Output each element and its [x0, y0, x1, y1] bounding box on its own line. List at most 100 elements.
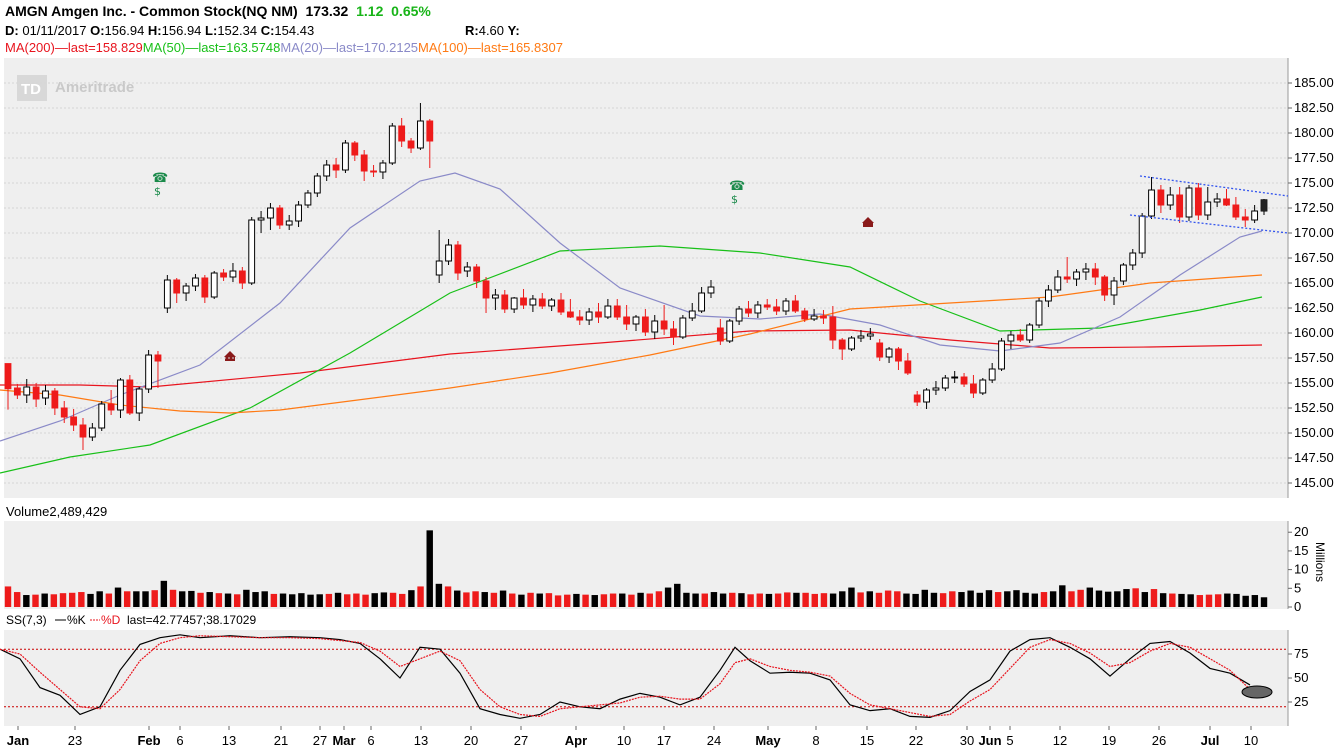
candle[interactable] — [220, 269, 227, 281]
candle[interactable] — [510, 297, 518, 313]
candle[interactable] — [70, 409, 78, 431]
candle[interactable] — [857, 330, 865, 342]
candle[interactable] — [1016, 329, 1024, 342]
candle[interactable] — [1223, 189, 1230, 206]
candle[interactable] — [716, 319, 724, 345]
candle[interactable] — [773, 299, 781, 315]
candle[interactable] — [848, 336, 855, 351]
candle[interactable] — [417, 103, 424, 150]
candle[interactable] — [323, 160, 331, 181]
candle[interactable] — [107, 390, 115, 415]
candle[interactable] — [951, 371, 959, 383]
candle[interactable] — [895, 347, 902, 370]
candle[interactable] — [726, 319, 734, 343]
candle[interactable] — [866, 328, 874, 340]
candle[interactable] — [932, 381, 940, 395]
candle[interactable] — [801, 308, 809, 322]
candle[interactable] — [641, 309, 649, 336]
candle[interactable] — [342, 140, 349, 173]
candle[interactable] — [623, 305, 631, 330]
candle[interactable] — [201, 275, 209, 303]
candle[interactable] — [1138, 213, 1146, 258]
candle[interactable] — [192, 274, 199, 291]
candle[interactable] — [13, 384, 21, 399]
candle[interactable] — [566, 299, 574, 318]
candle[interactable] — [1119, 263, 1127, 285]
candle[interactable] — [1110, 277, 1118, 305]
candle[interactable] — [754, 301, 762, 318]
candle[interactable] — [360, 150, 368, 181]
candle[interactable] — [529, 295, 537, 312]
candle[interactable] — [763, 299, 771, 310]
candle[interactable] — [960, 373, 968, 387]
candle[interactable] — [60, 401, 68, 423]
candle[interactable] — [4, 363, 12, 410]
candle[interactable] — [1194, 183, 1202, 220]
candle[interactable] — [32, 383, 40, 407]
candle[interactable] — [473, 264, 481, 288]
candle[interactable] — [482, 277, 490, 313]
candle[interactable] — [370, 165, 377, 177]
candle[interactable] — [1157, 185, 1165, 213]
candle[interactable] — [707, 280, 715, 298]
candle[interactable] — [520, 289, 527, 309]
candle[interactable] — [154, 351, 162, 388]
candle[interactable] — [388, 123, 396, 165]
candle[interactable] — [1185, 185, 1193, 221]
candle[interactable] — [51, 388, 59, 415]
candle[interactable] — [435, 230, 443, 283]
candle[interactable] — [23, 379, 31, 403]
candle[interactable] — [1148, 177, 1155, 219]
candle[interactable] — [463, 262, 471, 277]
candle[interactable] — [135, 387, 143, 421]
candle[interactable] — [979, 378, 987, 395]
candle[interactable] — [407, 138, 415, 153]
candle[interactable] — [313, 173, 321, 197]
candle[interactable] — [210, 271, 218, 299]
dividend-house-icon[interactable] — [224, 351, 236, 361]
candle[interactable] — [782, 298, 790, 315]
candle[interactable] — [1166, 187, 1174, 210]
candle[interactable] — [491, 289, 499, 310]
candle[interactable] — [426, 119, 434, 168]
candle[interactable] — [557, 293, 565, 315]
candle[interactable] — [1204, 187, 1212, 220]
candle[interactable] — [829, 306, 837, 349]
candle[interactable] — [229, 263, 237, 282]
candle[interactable] — [548, 298, 556, 311]
candle[interactable] — [145, 350, 153, 393]
candle[interactable] — [576, 310, 584, 325]
earnings-phone-icon[interactable]: ☎ $ — [152, 171, 168, 198]
candle[interactable] — [1073, 269, 1080, 286]
candle[interactable] — [285, 215, 293, 230]
candle[interactable] — [904, 353, 912, 375]
channel-trendline[interactable] — [1139, 175, 1289, 197]
candle[interactable] — [1241, 209, 1249, 227]
candle[interactable] — [1091, 263, 1099, 285]
candle[interactable] — [88, 423, 96, 441]
candle[interactable] — [791, 295, 799, 313]
candle[interactable] — [885, 347, 893, 363]
candle[interactable] — [595, 303, 602, 323]
candle[interactable] — [745, 301, 752, 317]
candle[interactable] — [454, 241, 462, 280]
candle[interactable] — [117, 378, 124, 418]
candle[interactable] — [398, 118, 406, 147]
candle[interactable] — [820, 310, 827, 324]
candle[interactable] — [267, 203, 274, 230]
candle[interactable] — [998, 338, 1005, 371]
candle[interactable] — [1101, 275, 1109, 301]
candle[interactable] — [735, 306, 743, 325]
candle[interactable] — [1232, 197, 1240, 220]
candle[interactable] — [679, 315, 687, 339]
channel-trendline[interactable] — [1129, 214, 1289, 234]
candle[interactable] — [988, 363, 996, 383]
candle[interactable] — [42, 385, 49, 405]
candle[interactable] — [1054, 270, 1062, 293]
candle[interactable] — [1035, 298, 1043, 328]
candle[interactable] — [613, 299, 621, 320]
candle[interactable] — [913, 391, 921, 406]
candle[interactable] — [173, 278, 181, 303]
candle[interactable] — [257, 211, 265, 233]
candle[interactable] — [1026, 323, 1034, 343]
